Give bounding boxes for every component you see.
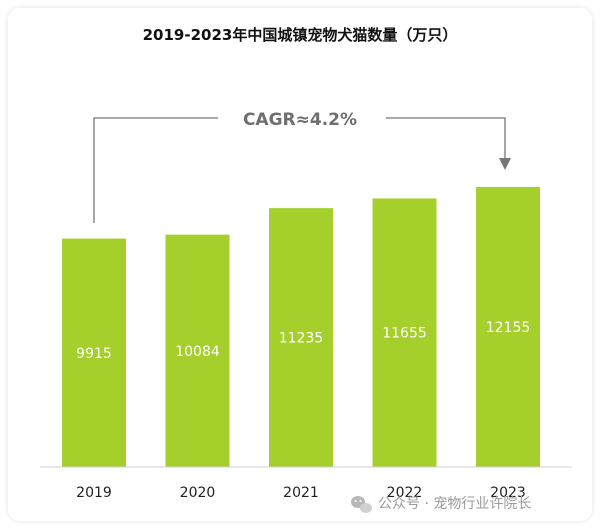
cagr-arrow-head [499, 158, 511, 170]
watermark: 公众号 · 宠物行业许院长 [351, 496, 531, 513]
bar-value-label-2022: 11655 [382, 326, 427, 342]
bar-value-label-2021: 11235 [279, 331, 324, 347]
chart-title: 2019-2023年中国城镇宠物犬猫数量（万只） [143, 26, 458, 44]
x-tick-label-2021: 2021 [283, 485, 319, 501]
bars-group: 9915 10084 11235 11655 12155 [62, 186, 540, 468]
x-tick-label-2020: 2020 [180, 485, 216, 501]
bar-2022 [372, 198, 437, 467]
bar-2021 [269, 208, 333, 467]
bar-2020 [165, 234, 230, 467]
bar-2023 [476, 186, 540, 468]
x-tick-labels: 2019 2020 2021 2022 2023 [76, 485, 526, 501]
x-tick-label-2022: 2022 [387, 485, 423, 501]
bar-value-label-2019: 9915 [76, 346, 112, 362]
cagr-label: CAGR≈4.2% [243, 110, 357, 130]
bar-2019 [62, 238, 126, 467]
x-tick-label-2019: 2019 [76, 485, 112, 501]
x-tick-label-2023: 2023 [490, 485, 526, 501]
cagr-bracket-left [93, 117, 218, 223]
wechat-icon [351, 496, 372, 513]
bar-value-label-2023: 12155 [486, 320, 531, 336]
cagr-annotation: CAGR≈4.2% [93, 110, 511, 223]
watermark-text: 公众号 · 宠物行业许院长 [378, 496, 531, 512]
bar-value-label-2020: 10084 [175, 344, 220, 360]
cagr-bracket-right [386, 117, 506, 160]
